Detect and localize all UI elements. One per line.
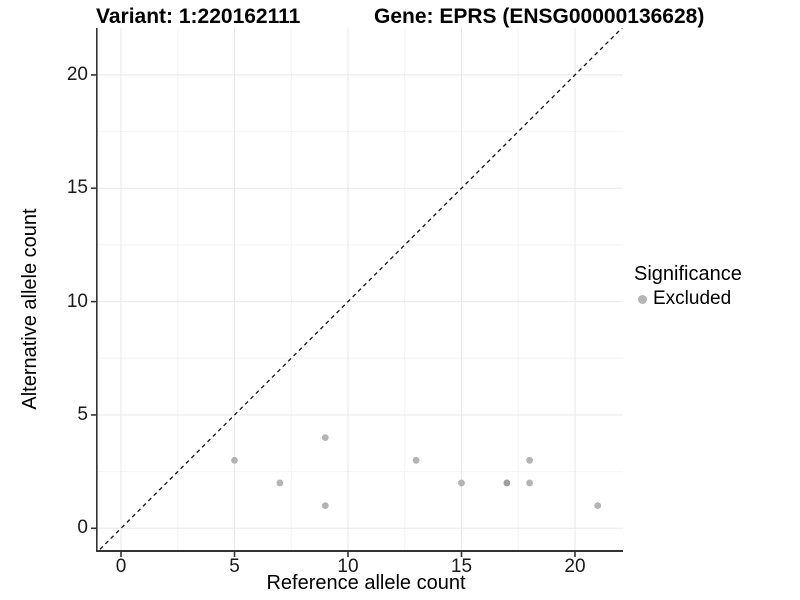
y-tick-label: 20 (66, 63, 88, 85)
data-point (526, 479, 533, 487)
x-tick-label: 15 (450, 556, 473, 577)
data-point (503, 479, 511, 487)
plot-panel (91, 28, 623, 557)
x-tick-label: 5 (229, 556, 240, 577)
data-point (321, 502, 329, 510)
x-tick-label: 10 (337, 556, 359, 577)
plot-title-variant: Variant: 1:220162111 (96, 5, 301, 28)
identity-line (96, 28, 623, 552)
y-tick-label: 0 (77, 517, 88, 539)
legend-item-excluded: Excluded (634, 288, 742, 310)
legend-item-label: Excluded (653, 288, 732, 309)
y-tick-label: 10 (66, 290, 88, 312)
data-point (594, 502, 602, 510)
y-tick-label: 15 (66, 177, 88, 199)
data-point (458, 479, 465, 487)
data-point (276, 479, 284, 487)
legend: Significance Excluded (634, 263, 742, 310)
x-tick-label: 20 (564, 556, 586, 577)
x-tick-label: 0 (115, 556, 127, 577)
data-point (321, 434, 329, 442)
data-point (526, 456, 533, 464)
data-point (412, 456, 420, 464)
plot-title-gene: Gene: EPRS (ENSG00000136628) (374, 5, 705, 28)
legend-point-icon (638, 294, 647, 304)
legend-title: Significance (634, 263, 742, 285)
x-axis-title: Reference allele count (266, 572, 466, 594)
y-tick-label: 5 (77, 403, 88, 425)
data-point (231, 456, 238, 464)
